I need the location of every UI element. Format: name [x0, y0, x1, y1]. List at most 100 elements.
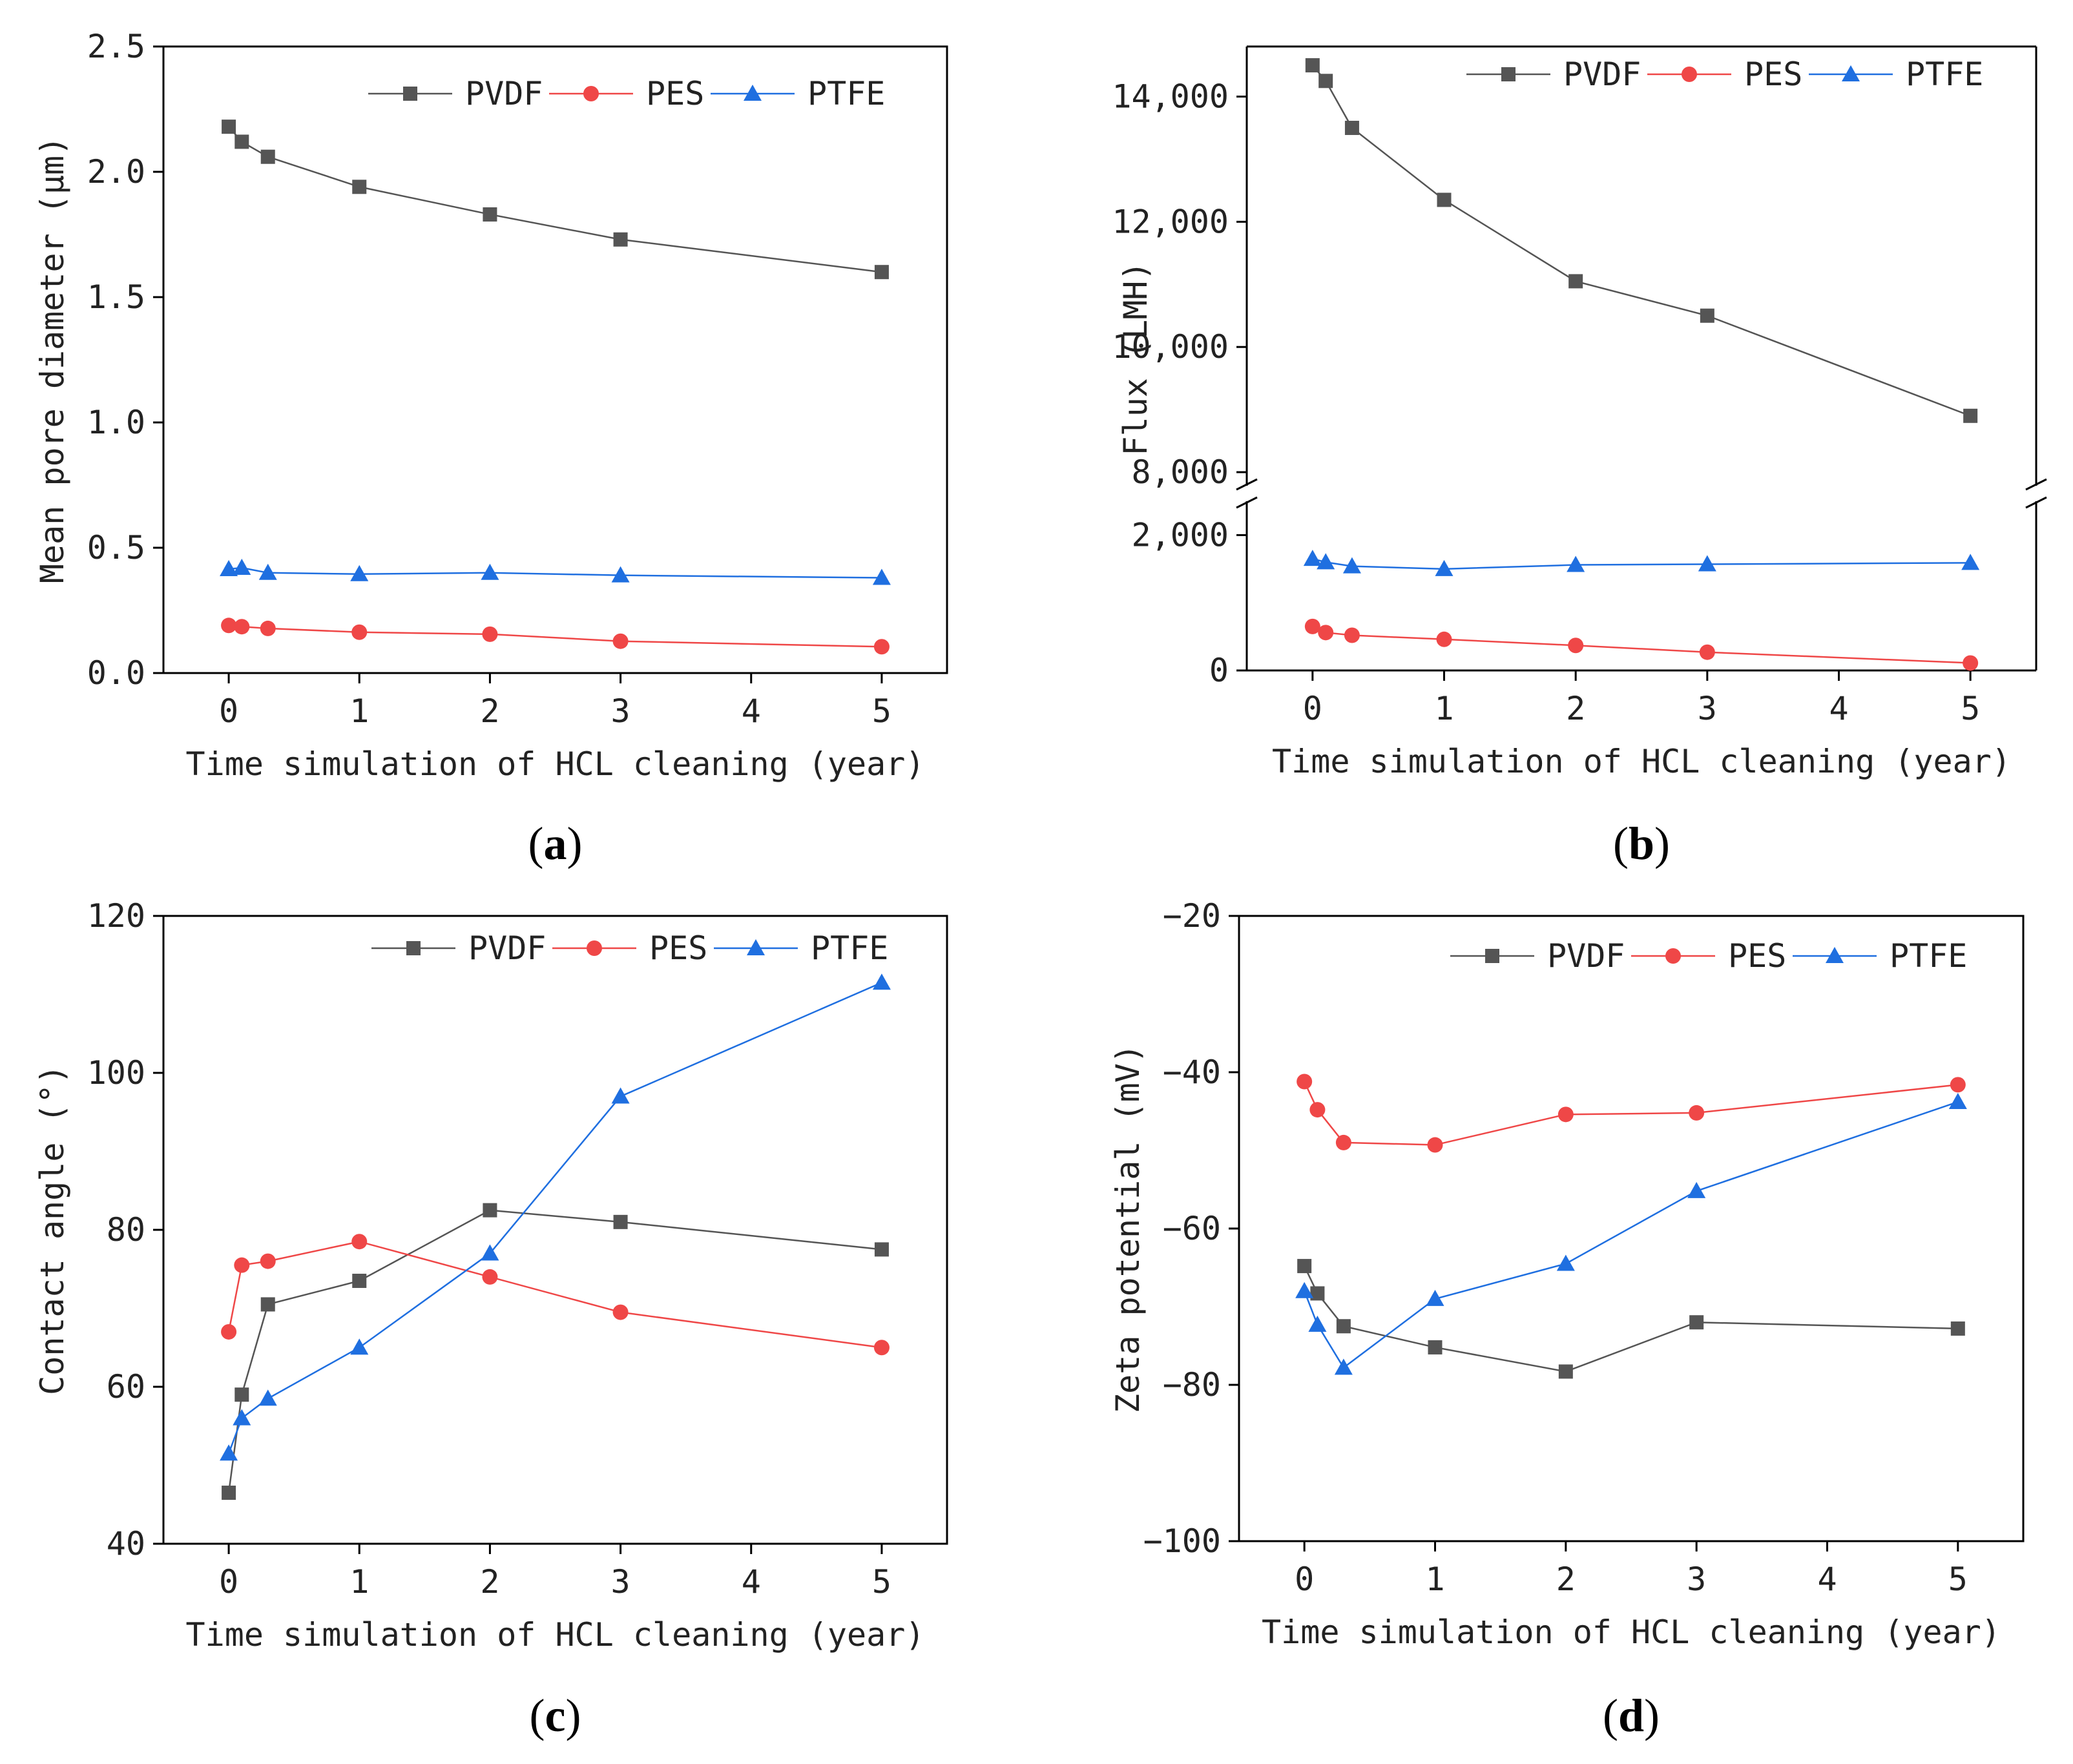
legend-label-pvdf: PVDF	[1563, 56, 1641, 93]
series-line-pes	[227, 1240, 882, 1349]
y-tick-label: 8,000	[1131, 453, 1229, 491]
data-point-ptfe	[350, 1338, 369, 1355]
chart-panel-c: 40 60 80 100 120 0 1 2 3 4 5 Time simulation of HCL…	[34, 897, 948, 1741]
x-axis-label: Time simulation of HCL cleaning (year)	[1262, 1614, 2001, 1651]
data-point-pvdf	[352, 180, 367, 194]
x-tick-label: 4	[742, 1563, 761, 1601]
series-line-pvdf	[228, 126, 882, 273]
x-tick-label: 4	[1817, 1561, 1837, 1598]
legend-marker-pvdf	[1501, 67, 1516, 81]
data-point-pes	[221, 617, 237, 634]
x-tick-label: 1	[1425, 1561, 1444, 1598]
series-line-ptfe	[1304, 1101, 1959, 1369]
data-point-ptfe	[481, 1244, 499, 1261]
y-tick-label: 80	[107, 1211, 145, 1249]
x-tick-label: 5	[872, 692, 891, 730]
data-point-ptfe	[220, 559, 238, 576]
legend-marker-ptfe	[744, 85, 762, 101]
data-point-ptfe	[1961, 554, 1980, 570]
series-pvdf	[222, 1203, 889, 1500]
data-point-ptfe	[1698, 555, 1716, 572]
legend-marker-pvdf	[406, 941, 421, 955]
x-tick-label: 0	[1303, 690, 1322, 727]
data-point-pes	[482, 1269, 498, 1285]
plot-frame	[162, 915, 948, 1545]
x-tick-label: 0	[219, 692, 238, 730]
panel-letter: b	[1629, 818, 1654, 869]
data-point-pvdf	[260, 149, 275, 164]
legend: PVDF PES PTFE	[1450, 937, 1967, 975]
y-tick-label: −40	[1163, 1053, 1221, 1091]
y-tick-label: 40	[107, 1525, 145, 1562]
plot-frame	[1238, 915, 2025, 1542]
series-line-pes	[228, 625, 882, 648]
legend-label-pes: PES	[1744, 56, 1802, 93]
series-ptfe	[1295, 1092, 1967, 1375]
data-point-pvdf	[874, 265, 889, 280]
legend-label-pes: PES	[1728, 937, 1786, 975]
data-point-pes	[1297, 1074, 1313, 1090]
data-point-ptfe	[1435, 559, 1453, 576]
data-point-pes	[1318, 625, 1334, 641]
y-tick-label: 0.5	[87, 529, 145, 566]
data-point-pvdf	[1305, 58, 1320, 73]
legend-label-pvdf: PVDF	[465, 75, 543, 112]
y-axis-label: Zeta potential (mV)	[1109, 1044, 1147, 1413]
y-tick-label: 120	[87, 897, 145, 935]
series-pvdf	[222, 119, 889, 280]
x-tick-label: 5	[1961, 690, 1980, 727]
y-tick-label: 0.0	[87, 654, 145, 692]
x-tick-label: 3	[611, 692, 630, 730]
legend: PVDF PES PTFE	[1466, 56, 1983, 93]
data-point-pvdf	[1310, 1286, 1325, 1301]
y-tick-label: −60	[1163, 1210, 1221, 1247]
panel-letter: d	[1618, 1690, 1644, 1741]
data-point-pvdf	[222, 119, 236, 134]
data-point-pes	[1427, 1137, 1443, 1153]
data-point-pes	[873, 1340, 890, 1356]
x-tick-label: 1	[349, 692, 369, 730]
series-line-pvdf	[1311, 65, 1971, 417]
legend-label-pes: PES	[649, 929, 707, 967]
series-line-pvdf	[1304, 1265, 1958, 1373]
data-point-pes	[1557, 1106, 1574, 1123]
plot-frame	[162, 45, 948, 674]
legend-label-pvdf: PVDF	[468, 929, 546, 967]
data-point-ptfe	[1303, 550, 1322, 566]
legend-label-ptfe: PTFE	[807, 75, 885, 112]
data-point-pvdf	[260, 1297, 275, 1312]
series-line-pes	[1312, 625, 1971, 664]
axis-break-mark	[2025, 478, 2047, 509]
legend-marker-pvdf	[403, 87, 417, 101]
data-point-pes	[1568, 638, 1584, 654]
data-point-pes	[351, 624, 368, 640]
data-point-pvdf	[1950, 1321, 1965, 1336]
data-point-pes	[1304, 618, 1320, 634]
data-point-pvdf	[483, 1203, 497, 1218]
legend-label-ptfe: PTFE	[1890, 937, 1967, 975]
series-line-ptfe	[227, 982, 882, 1454]
data-point-ptfe	[872, 568, 891, 585]
data-point-pvdf	[483, 207, 497, 222]
panel-letter: a	[544, 818, 567, 869]
series-pvdf	[1297, 1259, 1965, 1379]
data-point-pes	[1689, 1105, 1705, 1121]
legend-marker-ptfe	[747, 939, 765, 955]
axis-break-mark	[1236, 478, 1258, 509]
data-point-pvdf	[234, 1387, 249, 1402]
series-line-ptfe	[228, 566, 882, 579]
x-tick-label: 5	[1948, 1561, 1968, 1598]
chart-panel-a: 0.0 0.5 1.0 1.5 2.0 2.5 0 1 2 3 4 5 Time simulation …	[34, 28, 948, 869]
data-point-pvdf	[1437, 192, 1452, 207]
data-point-ptfe	[258, 1389, 277, 1406]
legend-label-ptfe: PTFE	[811, 929, 888, 967]
y-tick-label: −80	[1163, 1366, 1221, 1404]
y-tick-label: −100	[1143, 1522, 1221, 1560]
y-tick-label: 10,000	[1112, 328, 1229, 366]
x-axis-label: Time simulation of HCL cleaning (year)	[186, 1616, 925, 1654]
data-point-pes	[260, 1253, 276, 1269]
data-point-ptfe	[1308, 1315, 1327, 1332]
panel-label: (a)	[528, 818, 583, 869]
x-tick-label: 1	[349, 1563, 369, 1601]
